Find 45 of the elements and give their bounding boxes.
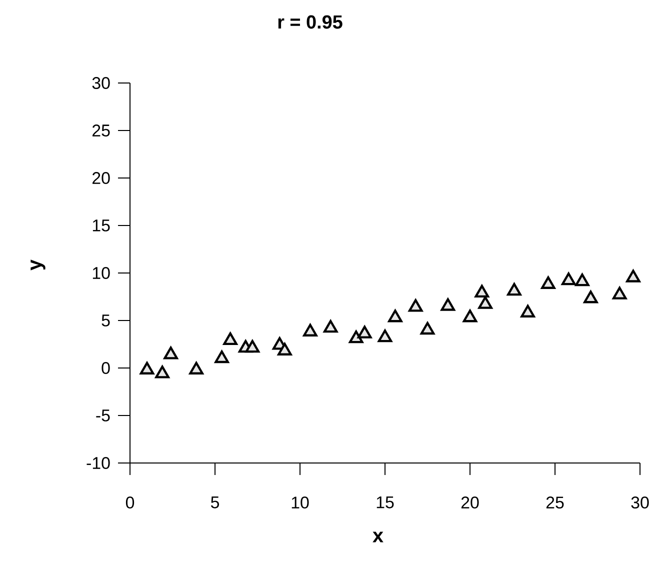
point: [388, 310, 402, 322]
y-tick-label: 15: [92, 220, 110, 232]
x-tick-label: 30: [631, 496, 649, 509]
point: [140, 362, 154, 374]
point: [440, 298, 456, 311]
y-tick-label: 25: [92, 124, 110, 137]
point: [245, 340, 260, 353]
point: [164, 346, 178, 360]
point: [474, 284, 490, 298]
point: [507, 282, 522, 296]
y-tick-label: 30: [92, 77, 110, 90]
point: [155, 366, 170, 378]
point: [520, 304, 535, 318]
x-axis-title: x: [372, 532, 384, 542]
point: [348, 330, 364, 344]
x-tick-label: 5: [210, 496, 219, 508]
y-tick-label: 10: [92, 267, 110, 280]
point: [214, 350, 229, 364]
point: [189, 362, 204, 374]
point: [561, 272, 576, 286]
point: [478, 296, 492, 309]
y-tick-label: -5: [96, 410, 110, 422]
point: [584, 290, 598, 304]
point: [408, 299, 423, 312]
point: [420, 322, 435, 335]
x-tick-label: 0: [126, 496, 134, 509]
point: [378, 330, 392, 342]
point: [323, 320, 338, 333]
x-tick-label: 20: [461, 496, 479, 509]
point: [462, 310, 478, 322]
chart-title: r = 0.95: [278, 15, 342, 29]
point: [303, 324, 318, 336]
x-tick-label: 25: [546, 496, 564, 509]
point: [541, 276, 556, 289]
point: [278, 342, 292, 356]
y-tick-label: 0: [102, 362, 110, 374]
point: [223, 332, 238, 346]
x-tick-label: 15: [376, 496, 394, 508]
point: [357, 326, 372, 338]
y-tick-label: -10: [86, 457, 110, 469]
y-axis-title: y: [30, 260, 46, 270]
x-tick-label: 10: [292, 496, 309, 509]
y-tick-label: 5: [102, 314, 110, 326]
y-tick-label: 20: [92, 172, 110, 184]
point: [575, 273, 590, 286]
